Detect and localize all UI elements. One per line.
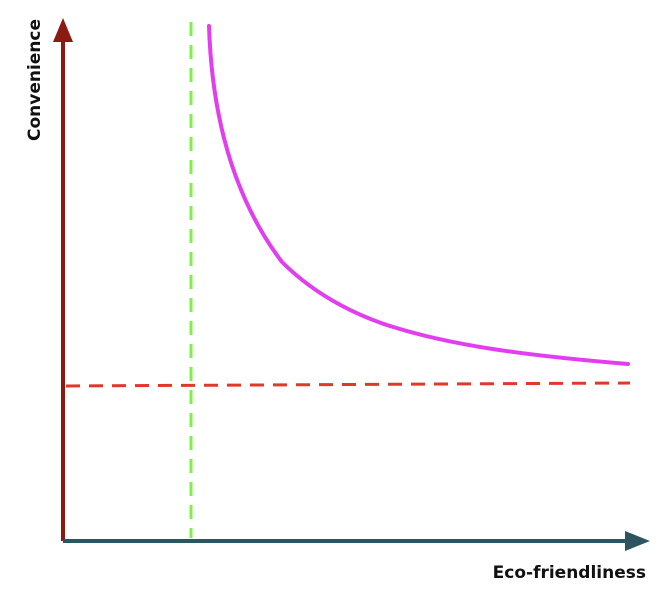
x-axis-label: Eco-friendliness bbox=[493, 563, 646, 583]
y-axis-arrowhead bbox=[53, 18, 73, 42]
horizontal-threshold-line bbox=[65, 381, 631, 388]
y-axis-label: Convenience bbox=[25, 19, 45, 141]
x-axis-arrowhead bbox=[625, 531, 650, 551]
tradeoff-curve bbox=[207, 24, 630, 366]
